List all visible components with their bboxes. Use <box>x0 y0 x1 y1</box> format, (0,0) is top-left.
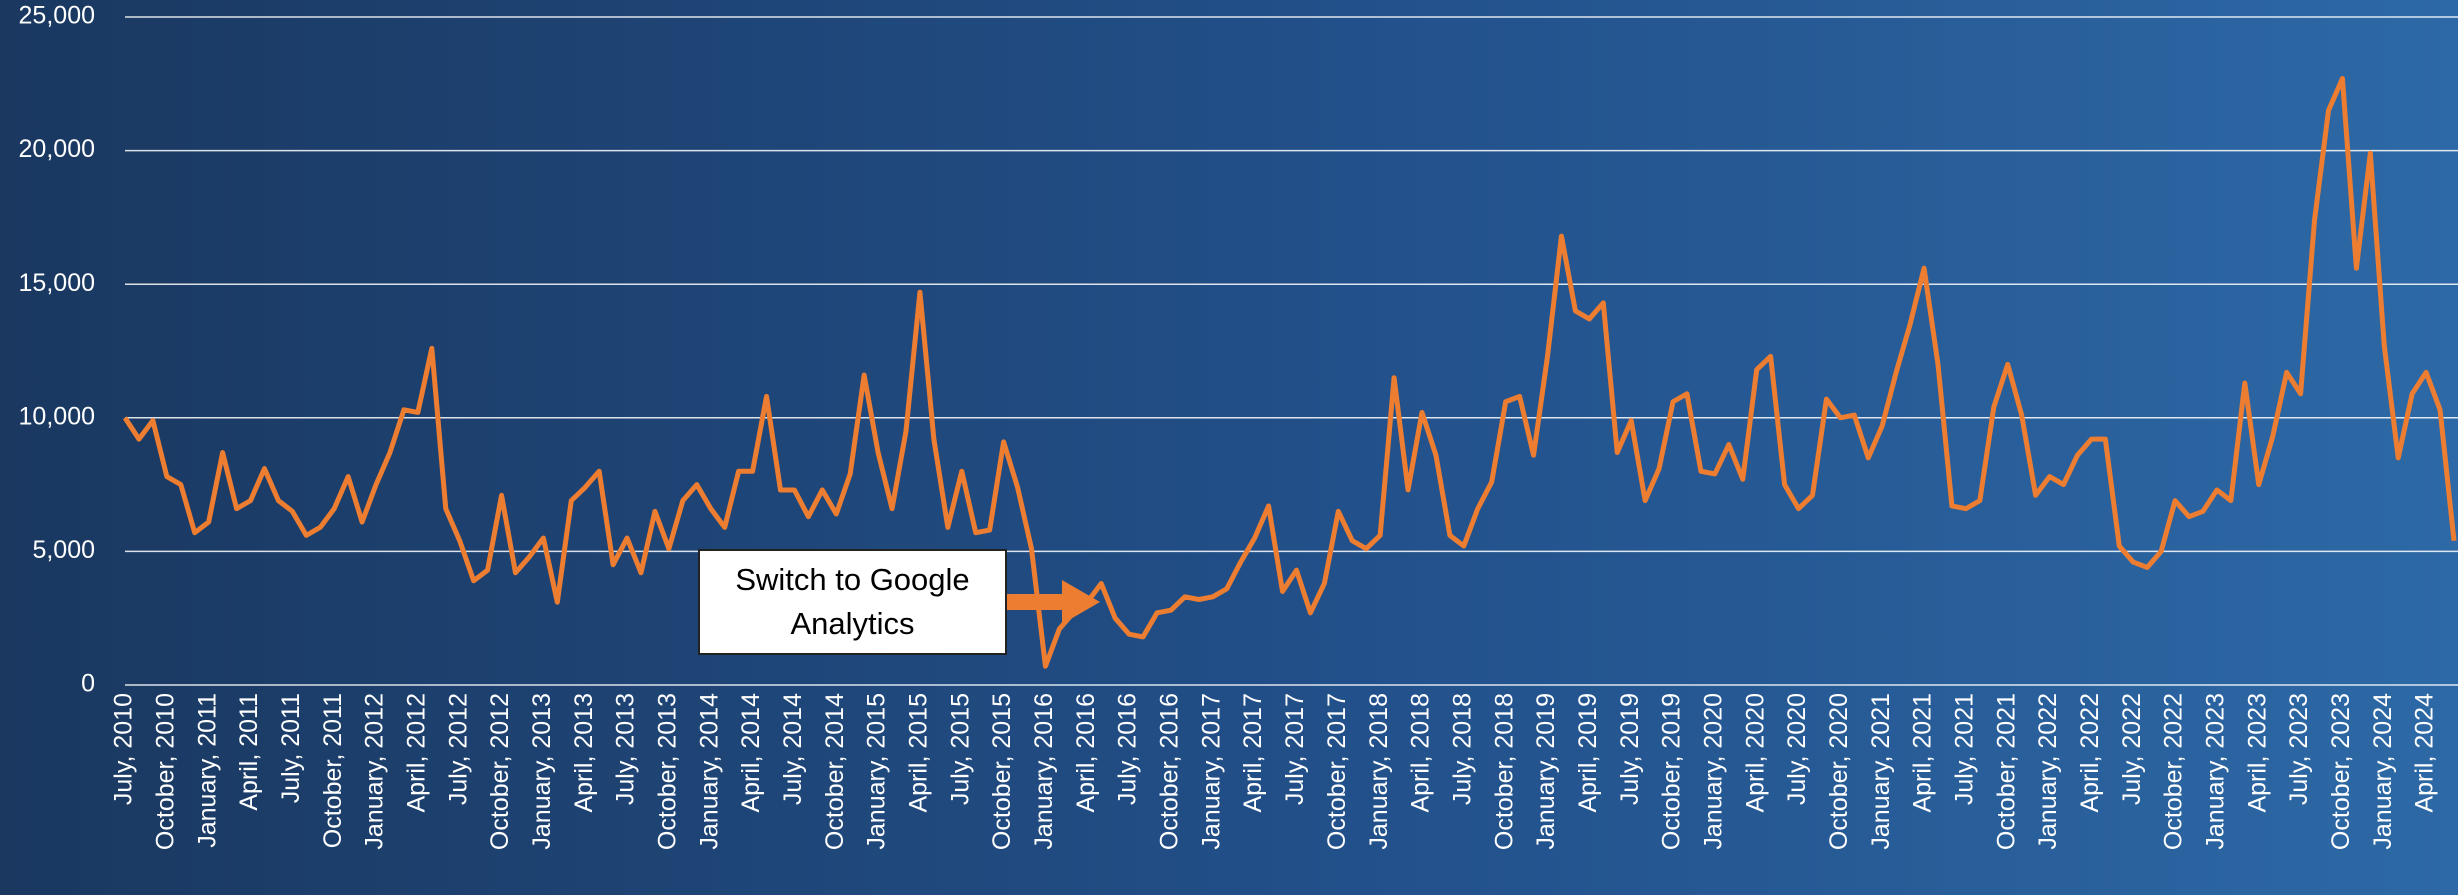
x-tick-label: July, 2018 <box>1448 693 1476 805</box>
x-tick-label: January, 2021 <box>1867 693 1895 850</box>
x-tick-label: October, 2014 <box>821 693 849 850</box>
data-line <box>122 75 2457 669</box>
x-tick-label: January, 2015 <box>863 693 891 850</box>
y-tick-label: 10,000 <box>19 402 95 430</box>
x-tick-label: October, 2012 <box>486 693 514 850</box>
x-tick-label: July, 2023 <box>2285 693 2313 805</box>
x-tick-label: January, 2014 <box>695 693 723 850</box>
x-tick-label: April, 2015 <box>905 693 933 813</box>
x-tick-label: October, 2017 <box>1323 693 1351 850</box>
x-tick-label: July, 2012 <box>444 693 472 805</box>
x-tick-label: January, 2012 <box>361 693 389 850</box>
x-tick-label: October, 2015 <box>988 693 1016 850</box>
x-tick-label: January, 2011 <box>193 693 221 848</box>
x-tick-label: April, 2014 <box>737 693 765 813</box>
x-tick-label: April, 2019 <box>1574 693 1602 813</box>
x-tick-label: April, 2023 <box>2243 693 2271 813</box>
x-tick-label: July, 2019 <box>1616 693 1644 805</box>
x-tick-label: October, 2013 <box>654 693 682 850</box>
x-tick-label: July, 2017 <box>1281 693 1309 805</box>
annotation-arrow <box>1007 580 1100 624</box>
x-tick-label: April, 2018 <box>1407 693 1435 813</box>
x-tick-label: July, 2013 <box>612 693 640 805</box>
x-tick-label: January, 2023 <box>2202 693 2230 850</box>
x-tick-label: January, 2024 <box>2369 693 2397 850</box>
y-tick-label: 0 <box>81 670 95 698</box>
x-tick-label: October, 2018 <box>1490 693 1518 850</box>
x-tick-label: October, 2023 <box>2327 693 2355 850</box>
x-tick-label: April, 2016 <box>1072 693 1100 813</box>
x-tick-label: July, 2014 <box>779 693 807 805</box>
x-tick-label: April, 2022 <box>2076 693 2104 813</box>
x-tick-label: July, 2020 <box>1783 693 1811 805</box>
x-tick-label: July, 2016 <box>1114 693 1142 805</box>
y-tick-label: 25,000 <box>19 2 95 30</box>
y-tick-label: 5,000 <box>32 536 95 564</box>
x-tick-label: October, 2011 <box>319 693 347 848</box>
x-tick-label: July, 2015 <box>946 693 974 805</box>
x-tick-label: April, 2020 <box>1741 693 1769 813</box>
x-tick-label: January, 2013 <box>528 693 556 850</box>
y-tick-label: 15,000 <box>19 269 95 297</box>
x-tick-label: July, 2011 <box>277 693 305 803</box>
x-tick-label: October, 2016 <box>1156 693 1184 850</box>
x-tick-label: October, 2021 <box>1992 693 2020 850</box>
x-tick-label: July, 2021 <box>1950 693 1978 805</box>
y-tick-label: 20,000 <box>19 135 95 163</box>
x-tick-label: April, 2024 <box>2411 693 2439 813</box>
x-tick-label: April, 2011 <box>235 693 263 811</box>
x-tick-label: January, 2017 <box>1197 693 1225 850</box>
x-tick-label: January, 2019 <box>1532 693 1560 850</box>
annotation: Switch to Google Analytics <box>698 549 1007 655</box>
x-tick-label: October, 2010 <box>151 693 179 850</box>
x-tick-label: April, 2013 <box>570 693 598 813</box>
x-tick-label: October, 2020 <box>1825 693 1853 850</box>
x-tick-label: January, 2022 <box>2034 693 2062 850</box>
x-tick-label: July, 2022 <box>2118 693 2146 805</box>
x-tick-label: October, 2022 <box>2160 693 2188 850</box>
x-tick-label: April, 2021 <box>1909 693 1937 813</box>
x-tick-label: April, 2017 <box>1239 693 1267 813</box>
x-tick-label: January, 2020 <box>1699 693 1727 850</box>
x-tick-label: October, 2019 <box>1658 693 1686 850</box>
x-tick-label: April, 2012 <box>402 693 430 813</box>
x-tick-label: January, 2016 <box>1030 693 1058 850</box>
x-tick-label: July, 2010 <box>110 693 138 805</box>
x-tick-label: January, 2018 <box>1365 693 1393 850</box>
